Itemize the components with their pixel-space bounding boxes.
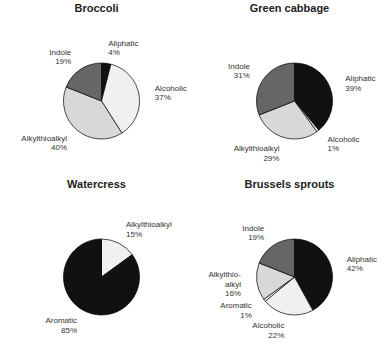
svg-text:Alcoholic37%: Alcoholic37%: [155, 83, 187, 102]
svg-text:Aliphatic4%: Aliphatic4%: [108, 38, 138, 57]
svg-text:Indole19%: Indole19%: [49, 47, 71, 66]
svg-text:Alcoholic22%: Alcoholic22%: [252, 321, 284, 340]
html-text:Broccoli: Broccoli: [74, 2, 119, 14]
html-text:Watercress: Watercress: [67, 178, 126, 190]
svg-text:Alcoholic1%: Alcoholic1%: [328, 134, 360, 153]
svg-text:Aromatic1%: Aromatic1%: [220, 301, 252, 320]
svg-text:Alkylthioalkyl29%: Alkylthioalkyl29%: [234, 144, 280, 163]
svg-text:Alkylthioalkyl15%: Alkylthioalkyl15%: [126, 220, 172, 239]
svg-text:Indole19%: Indole19%: [242, 223, 264, 242]
svg-text:Indole31%: Indole31%: [228, 61, 250, 80]
html-text:Brussels sprouts: Brussels sprouts: [244, 178, 335, 190]
svg-text:Aliphatic39%: Aliphatic39%: [345, 73, 375, 92]
html-text:Green cabbage: Green cabbage: [249, 2, 330, 14]
svg-text:Aromatic85%: Aromatic85%: [45, 316, 77, 335]
svg-text:Aliphatic42%: Aliphatic42%: [347, 254, 377, 273]
svg-text:Alkylthio-alkyl16%: Alkylthio-alkyl16%: [209, 270, 242, 298]
svg-text:Alkylthioalkyl40%: Alkylthioalkyl40%: [21, 133, 67, 152]
